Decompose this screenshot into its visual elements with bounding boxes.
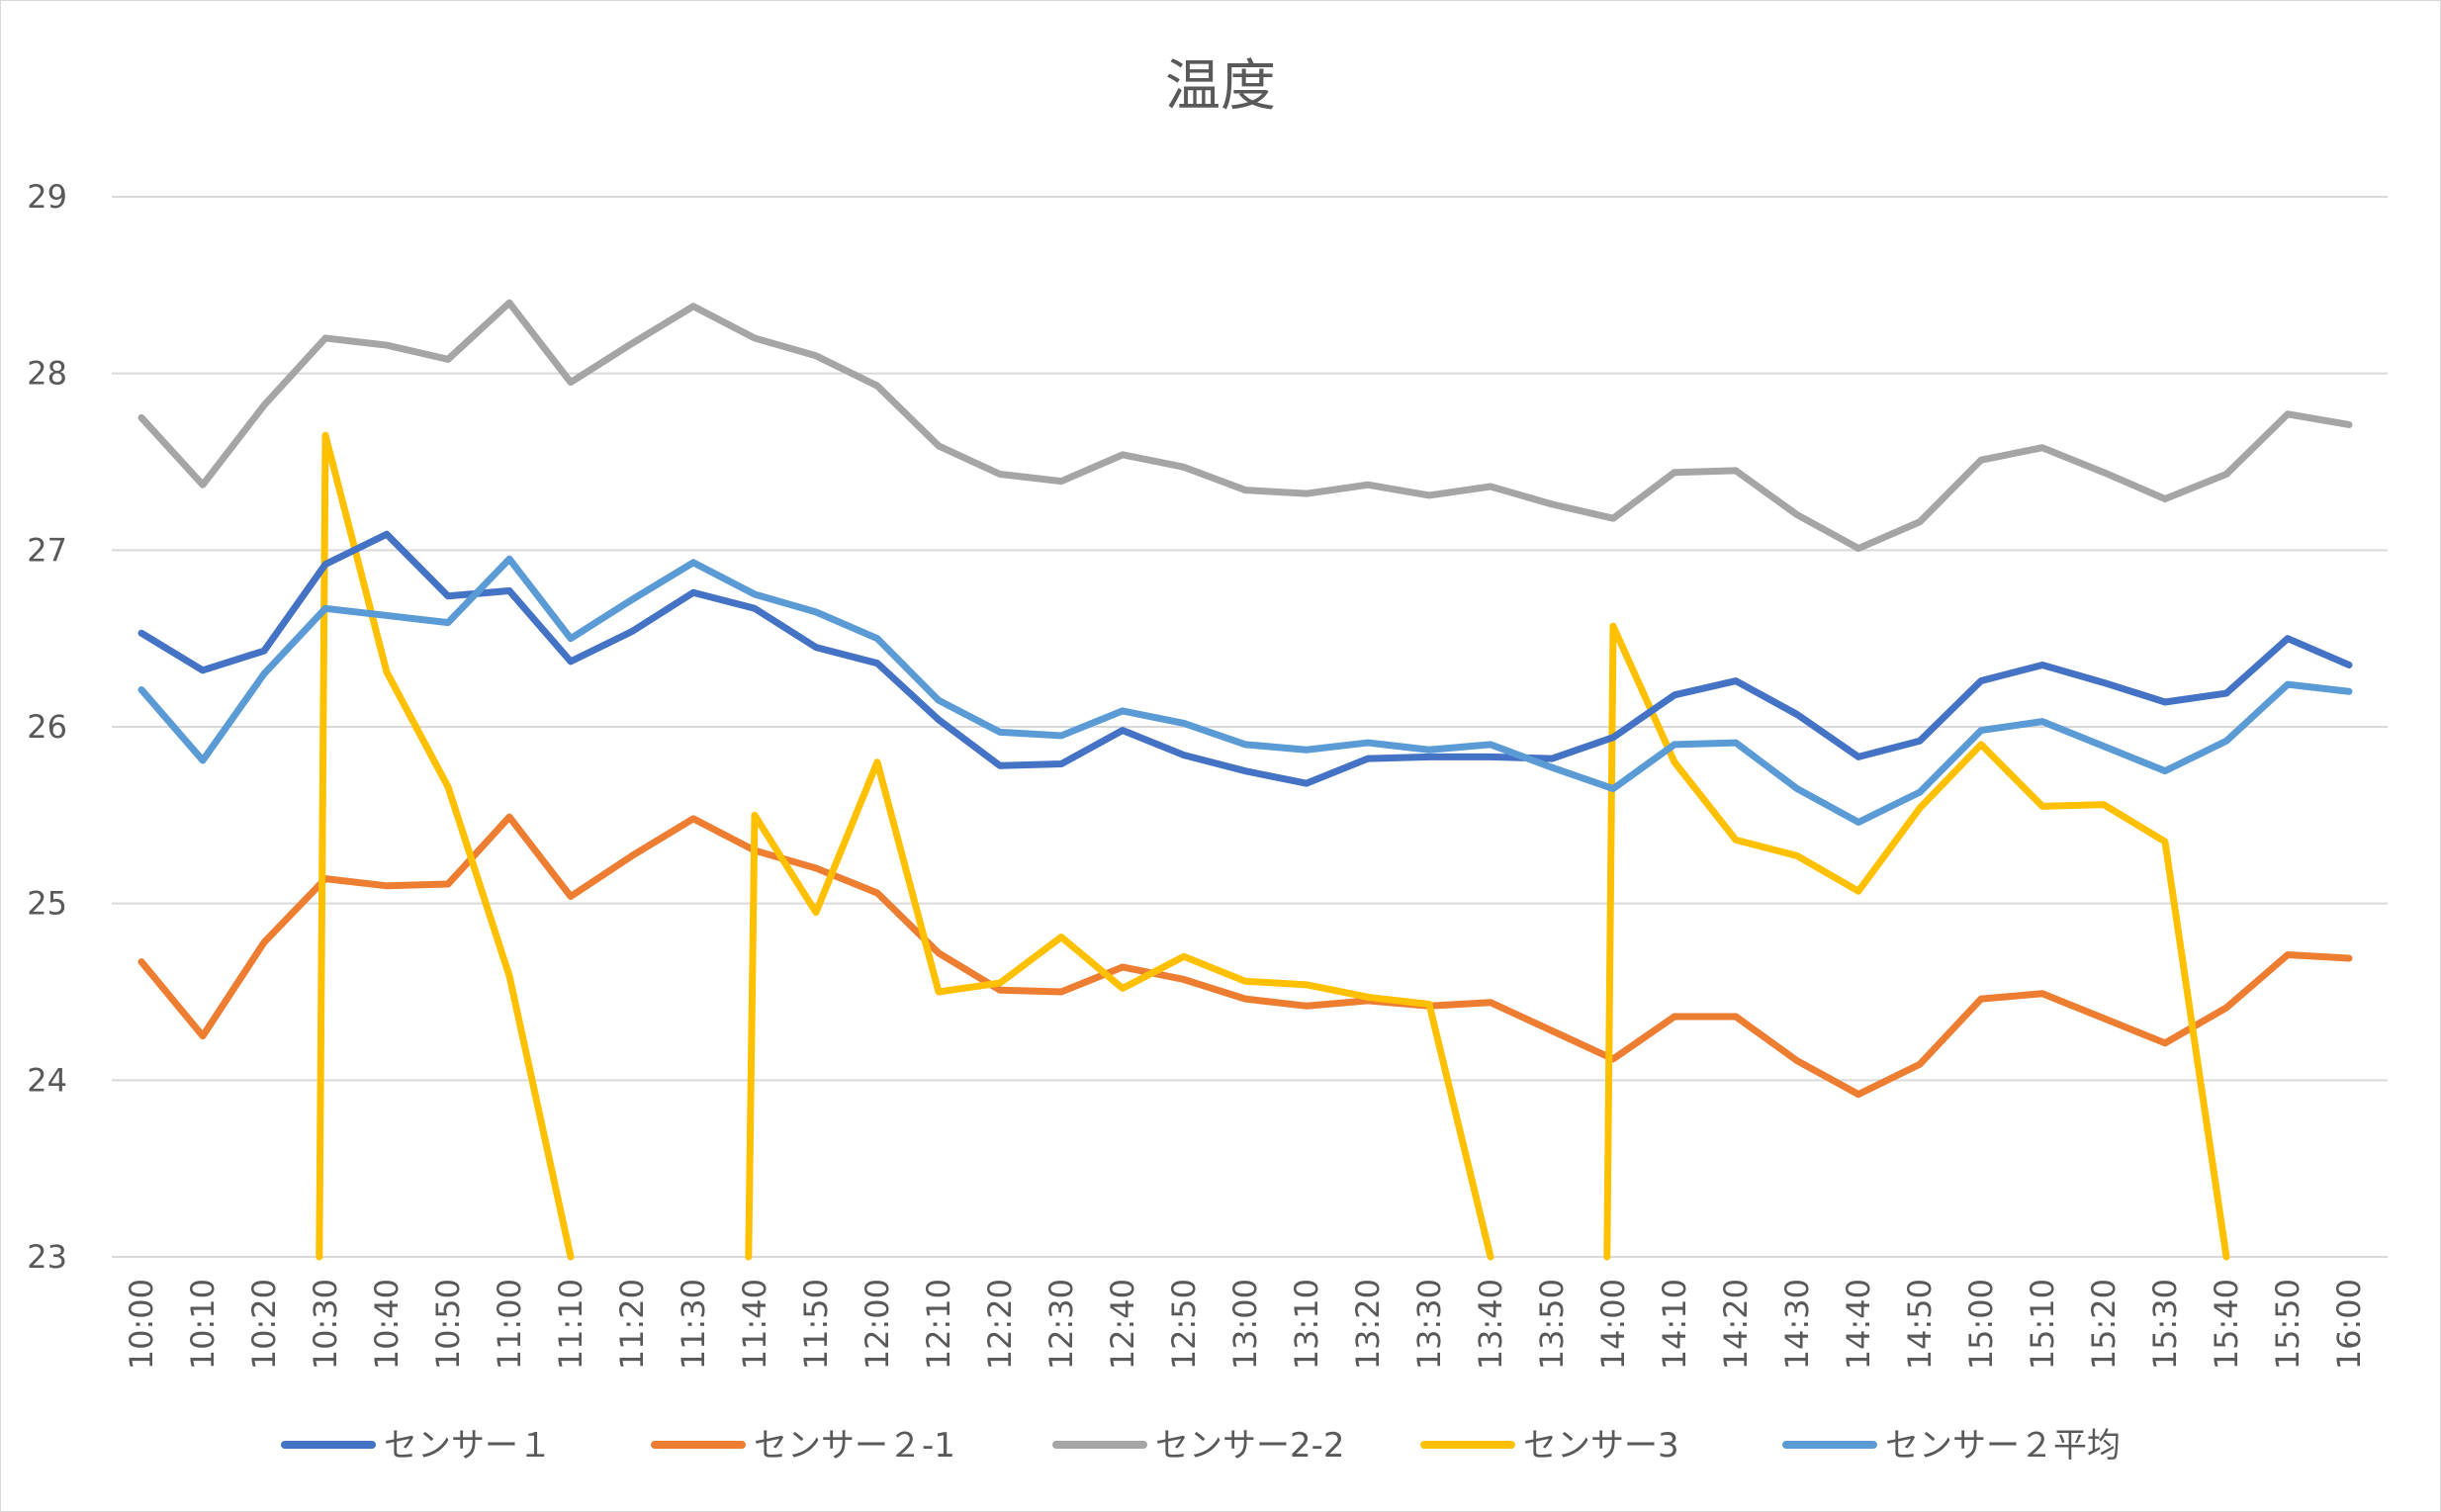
x-tick-label: 15:40 xyxy=(2208,1279,2245,1370)
x-tick-label: 13:20 xyxy=(1349,1279,1387,1370)
x-tick-label: 14:20 xyxy=(1717,1279,1755,1370)
x-tick-label: 12:40 xyxy=(1104,1279,1141,1370)
x-tick-label: 10:30 xyxy=(307,1279,344,1370)
y-tick-label: 23 xyxy=(27,1238,67,1276)
x-tick-label: 13:50 xyxy=(1533,1279,1571,1370)
x-tick-label: 12:00 xyxy=(859,1279,896,1370)
x-tick-label: 13:10 xyxy=(1288,1279,1325,1370)
legend-label: センサー１ xyxy=(384,1426,552,1466)
x-tick-label: 12:20 xyxy=(981,1279,1019,1370)
y-tick-label: 29 xyxy=(27,178,67,216)
y-tick-label: 27 xyxy=(27,531,67,569)
y-tick-label: 28 xyxy=(27,355,67,393)
legend-label: センサー２-1 xyxy=(754,1426,955,1466)
x-tick-label: 15:20 xyxy=(2085,1279,2123,1370)
series-line xyxy=(137,299,2353,553)
x-tick-label: 14:10 xyxy=(1656,1279,1693,1370)
series-line xyxy=(137,530,2353,787)
legend-label: センサー3 xyxy=(1523,1426,1679,1466)
legend: センサー１ センサー２-1 センサー2-2 センサー3 センサー２平均 xyxy=(281,1426,2121,1466)
x-tick-label: 14:50 xyxy=(1901,1279,1939,1370)
x-tick-label: 14:40 xyxy=(1840,1279,1877,1370)
x-tick-label: 11:20 xyxy=(613,1279,651,1370)
x-tick-label: 15:50 xyxy=(2269,1279,2306,1370)
x-tick-label: 15:10 xyxy=(2024,1279,2061,1370)
legend-label: センサー2-2 xyxy=(1155,1426,1345,1466)
x-tick-label: 12:30 xyxy=(1042,1279,1080,1370)
x-tick-label: 11:50 xyxy=(797,1279,835,1370)
x-tick-label: 15:00 xyxy=(1962,1279,2000,1370)
x-tick-label: 13:30 xyxy=(1410,1279,1448,1370)
x-tick-label: 11:00 xyxy=(491,1279,528,1370)
y-tick-label: 26 xyxy=(27,708,67,746)
x-tick-label: 10:10 xyxy=(184,1279,222,1370)
x-tick-label: 14:00 xyxy=(1594,1279,1632,1370)
x-tick-label: 11:40 xyxy=(736,1279,773,1370)
y-axis-ticks: 23 24 25 26 27 28 29 xyxy=(27,178,67,1276)
gridlines xyxy=(112,196,2388,1258)
x-tick-label: 11:10 xyxy=(552,1279,589,1370)
x-tick-label: 14:30 xyxy=(1778,1279,1816,1370)
y-tick-label: 25 xyxy=(27,885,67,923)
x-tick-label: 12:50 xyxy=(1165,1279,1203,1370)
x-axis-ticks: 10:00 10:10 10:20 10:30 10:40 10:50 11:00 11:10… xyxy=(123,1279,2368,1370)
x-tick-label: 10:40 xyxy=(368,1279,406,1370)
y-tick-label: 24 xyxy=(27,1061,67,1099)
x-tick-label: 10:20 xyxy=(245,1279,283,1370)
x-tick-label: 12:10 xyxy=(920,1279,957,1370)
legend-label: センサー２平均 xyxy=(1885,1426,2121,1466)
series-line xyxy=(137,813,2353,1099)
x-tick-label: 16:00 xyxy=(2330,1279,2368,1370)
series-line xyxy=(316,431,2230,1261)
chart-title: 温度 xyxy=(1165,54,1276,119)
x-tick-label: 11:30 xyxy=(675,1279,712,1370)
x-tick-label: 13:00 xyxy=(1226,1279,1264,1370)
x-tick-label: 13:40 xyxy=(1472,1279,1509,1370)
plot-series xyxy=(137,299,2353,1261)
x-tick-label: 10:50 xyxy=(429,1279,467,1370)
series-line xyxy=(137,555,2353,826)
x-tick-label: 15:30 xyxy=(2146,1279,2184,1370)
x-tick-label: 10:00 xyxy=(123,1279,160,1370)
